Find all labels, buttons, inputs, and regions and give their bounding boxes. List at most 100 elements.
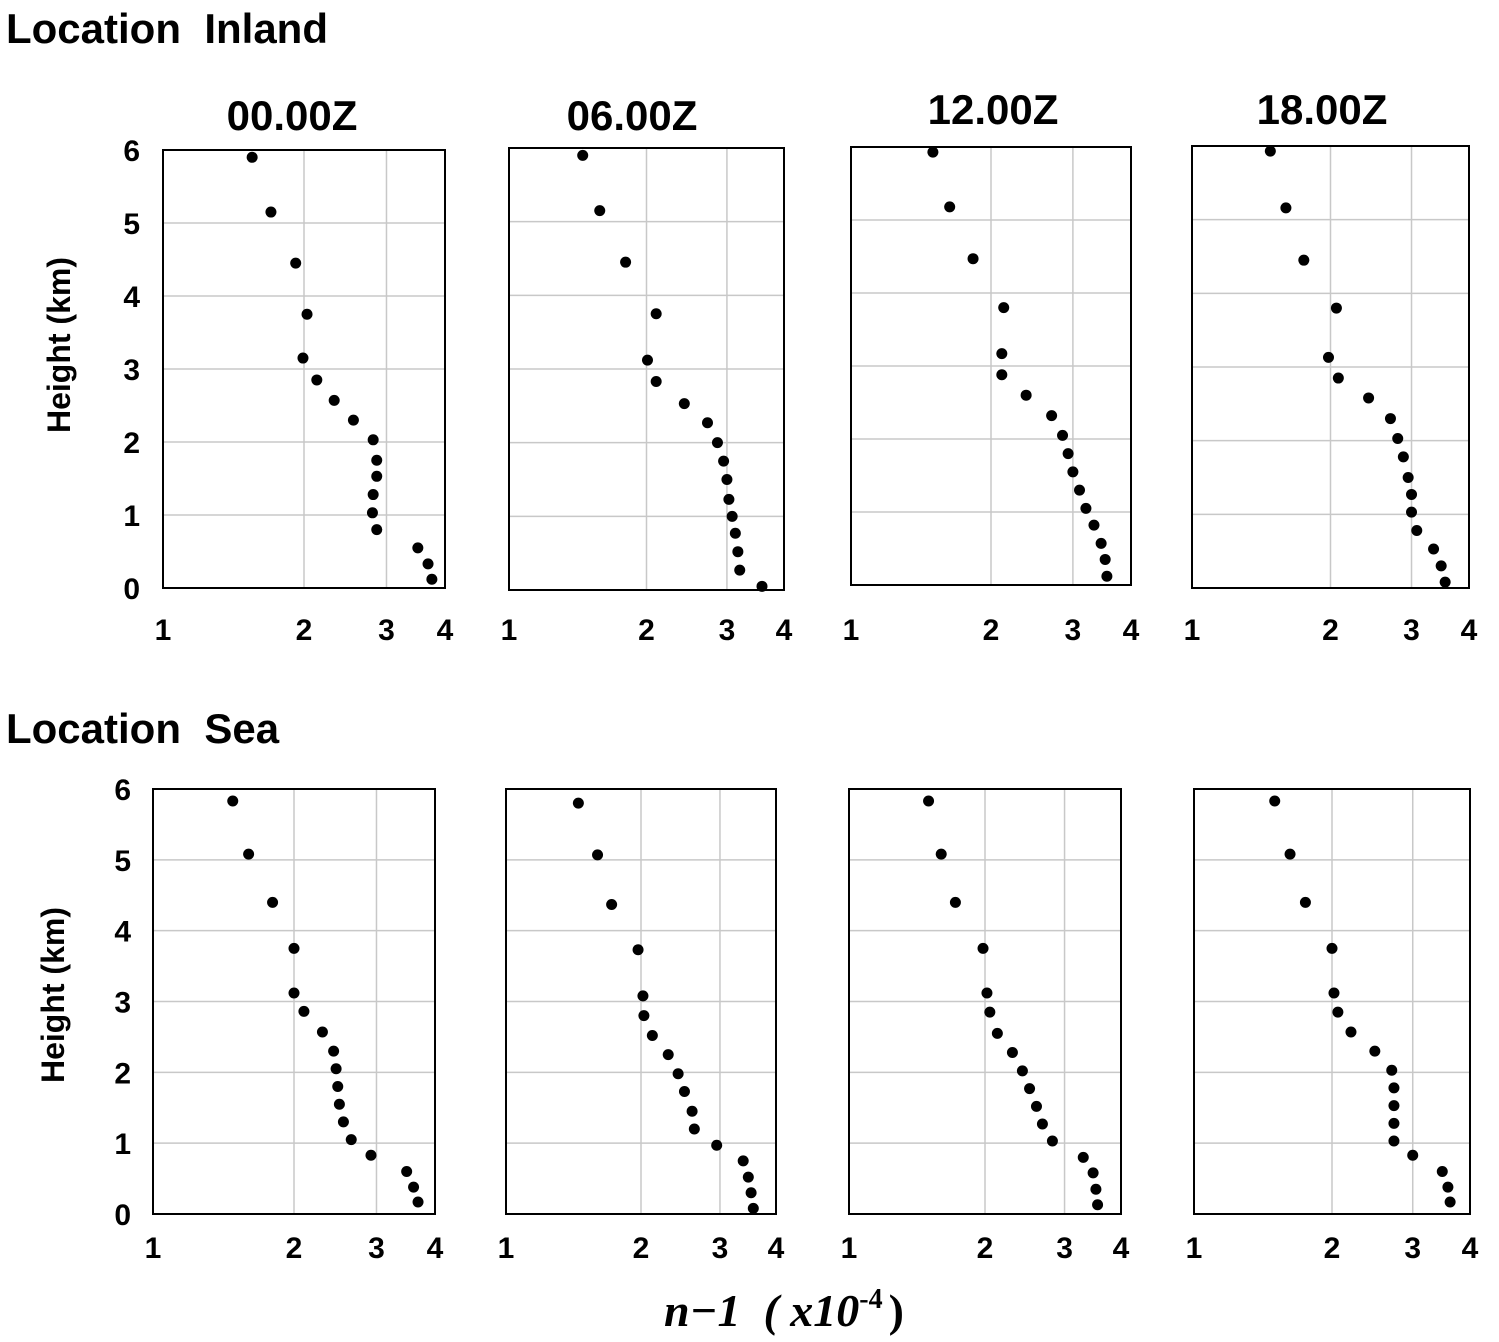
data-point (620, 256, 632, 268)
x-tick-label: 3 (719, 614, 736, 647)
x-tick-label: 2 (983, 614, 1000, 647)
data-point (1020, 389, 1032, 401)
data-point (1298, 254, 1310, 266)
data-point (1439, 576, 1451, 588)
data-point (723, 493, 735, 505)
data-point (1024, 1083, 1036, 1095)
data-point (316, 1026, 328, 1038)
data-point (721, 474, 733, 485)
panel-title-00z: 00.00Z (227, 92, 358, 139)
data-point (1436, 1166, 1448, 1177)
panel-title-18z: 18.00Z (1257, 86, 1388, 133)
panel-inland-1200z: 1 2 3 4 (843, 146, 1140, 647)
x-tick-label: 3 (1056, 1232, 1073, 1265)
data-point (1074, 484, 1086, 496)
y-axis-label-sea: Height (km) (35, 907, 71, 1083)
data-point (1392, 432, 1404, 444)
data-point (688, 1123, 700, 1135)
data-point (1332, 1006, 1344, 1018)
y-tick-label: 3 (114, 987, 131, 1020)
y-tick-label: 0 (123, 573, 140, 606)
y-tick-label: 5 (123, 208, 140, 241)
data-point (371, 470, 383, 482)
data-point (1067, 466, 1079, 478)
data-point (1264, 145, 1276, 157)
x-tick-label: 1 (1186, 1232, 1203, 1265)
data-point (923, 795, 935, 807)
data-point (1077, 1151, 1089, 1163)
data-point (747, 1202, 759, 1214)
data-point (1326, 942, 1338, 954)
data-point (1332, 372, 1344, 384)
data-point (1062, 448, 1074, 460)
data-point (996, 348, 1008, 360)
x-tick-label: 1 (841, 1232, 858, 1265)
data-point (1088, 519, 1100, 531)
data-point (330, 1063, 342, 1075)
plot-frame (508, 147, 785, 591)
data-point (577, 149, 589, 161)
data-point (662, 1049, 674, 1061)
data-point (1402, 472, 1414, 483)
plot-frame (1191, 145, 1470, 589)
x-tick-label: 3 (378, 614, 395, 647)
y-tick-label: 1 (123, 500, 140, 533)
data-point (1411, 525, 1423, 537)
data-point (1328, 987, 1340, 999)
x-tick-label: 2 (1324, 1232, 1341, 1265)
x-tick-label: 4 (427, 1232, 444, 1265)
x-tick-label: 4 (768, 1232, 785, 1265)
data-point (1299, 896, 1311, 908)
data-point (1330, 302, 1342, 314)
data-point (1384, 413, 1396, 425)
data-point (1280, 202, 1292, 214)
x-axis-label-close: ) (889, 1285, 904, 1336)
data-point (412, 1196, 424, 1208)
data-point (328, 394, 340, 406)
data-point (290, 257, 302, 269)
data-point (371, 524, 383, 536)
data-point (935, 848, 947, 860)
data-point (927, 146, 939, 158)
data-point (991, 1027, 1003, 1039)
plot-frame (848, 788, 1122, 1215)
section-title-inland: Location Inland (6, 5, 328, 52)
section-title-sea: Location Sea (6, 705, 280, 752)
x-tick-label: 1 (501, 614, 518, 647)
y-tick-label: 2 (114, 1057, 131, 1090)
data-point (641, 354, 653, 366)
y-tick-label: 1 (114, 1128, 131, 1161)
x-tick-label: 3 (1404, 1232, 1421, 1265)
data-point (967, 253, 979, 265)
data-point (1388, 1082, 1400, 1094)
data-point (1442, 1181, 1454, 1193)
x-tick-label: 4 (1461, 614, 1478, 647)
data-point (1101, 570, 1113, 582)
y-tick-label: 0 (114, 1199, 131, 1232)
data-point (949, 896, 961, 908)
data-point (638, 1010, 650, 1022)
data-point (345, 1134, 357, 1146)
y-axis-label-inland: Height (km) (41, 257, 77, 433)
data-point (1388, 1100, 1400, 1112)
data-point (678, 398, 690, 410)
data-point (412, 542, 424, 554)
data-point (711, 1139, 723, 1151)
data-point (981, 987, 993, 999)
data-point (1006, 1047, 1018, 1058)
data-point (1397, 451, 1409, 463)
x-tick-label: 2 (638, 614, 655, 647)
x-tick-label: 1 (145, 1232, 162, 1265)
y-tick-label: 4 (114, 916, 131, 949)
x-tick-label: 4 (437, 614, 454, 647)
data-point (1046, 1135, 1058, 1147)
data-point (333, 1098, 345, 1110)
data-point (718, 455, 730, 467)
panel-sea-0600z: 1 2 3 4 (498, 788, 785, 1265)
x-tick-label: 4 (1123, 614, 1140, 647)
data-point (1092, 1199, 1104, 1211)
data-point (1030, 1100, 1042, 1112)
data-point (632, 944, 644, 956)
y-tick-label: 4 (123, 281, 140, 314)
